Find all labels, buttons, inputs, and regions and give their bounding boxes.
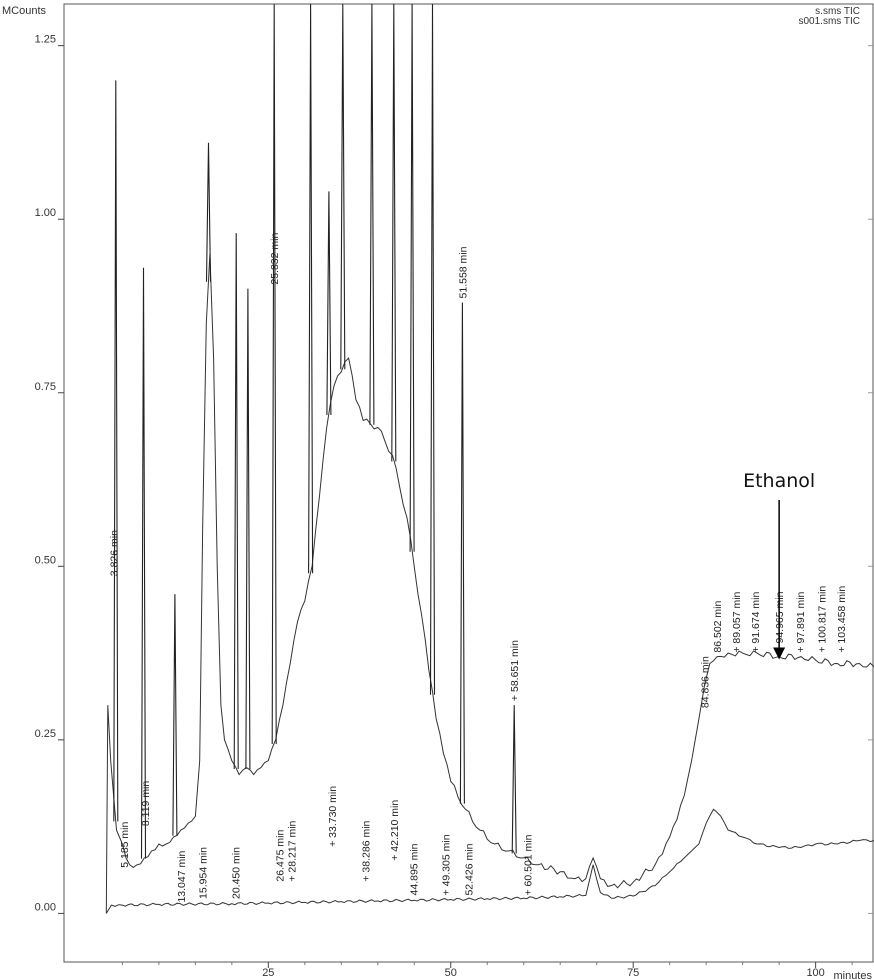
peak [391, 3, 397, 462]
peak [340, 3, 346, 370]
peak-time-label: + 58.651 min [509, 640, 521, 701]
peak [459, 302, 465, 804]
x-axis-label: minutes [833, 970, 872, 980]
peak-time-label: 52.426 min [463, 843, 475, 895]
plot-border [63, 3, 874, 963]
y-tick-label: 0.25 [35, 728, 56, 740]
plot-frame [63, 3, 874, 963]
peaks-layer [113, 3, 517, 859]
x-tick-label: 50 [445, 967, 457, 979]
peak-time-label: 3.826 min [109, 530, 121, 576]
annotations-layer: 3.826 min 5.185 min 8.119 min 13.047 min 15.… [109, 233, 849, 903]
peak-time-label: + 33.730 min [327, 786, 339, 847]
peak [369, 3, 375, 425]
y-tick-label: 0.50 [35, 554, 56, 566]
peak-time-label: 86.502 min [712, 600, 724, 652]
peak-time-label: 13.047 min [176, 850, 188, 902]
x-tick-label: 25 [262, 967, 274, 979]
y-tick-label: 0.00 [35, 901, 56, 913]
x-tick-label: 75 [627, 967, 639, 979]
peak-time-label: + 89.057 min [731, 591, 743, 652]
peak-time-label: + 28.217 min [287, 820, 299, 881]
peak-time-label: 25.832 min [269, 233, 281, 285]
y-axis-label: MCounts [2, 5, 47, 17]
callout-arrow-head [773, 647, 786, 660]
peak-time-label: + 97.891 min [795, 591, 807, 652]
peak-time-label: 44.895 min [409, 843, 421, 895]
peak [326, 191, 332, 416]
y-tick-label: 1.00 [35, 207, 56, 219]
series-line-2 [105, 808, 874, 914]
peak [409, 3, 415, 552]
peak-time-label: 26.475 min [274, 830, 286, 882]
peak-time-label: 5.185 min [119, 821, 131, 867]
y-tick-label: 1.25 [35, 34, 56, 46]
peak-time-label: 8.119 min [140, 781, 152, 826]
peak-time-label: + 38.286 min [360, 820, 372, 881]
x-tick-label: 100 [806, 967, 824, 979]
peak-time-label: + 60.501 min [522, 834, 534, 895]
callout-label: Ethanol [743, 470, 815, 492]
peak-time-label: + 49.305 min [441, 834, 453, 895]
peak [429, 3, 436, 695]
peak-time-label: 15.954 min [198, 847, 210, 899]
peak [308, 3, 314, 574]
peak [172, 594, 178, 836]
peak [233, 233, 239, 770]
legend-entry: s.sms TIC [815, 6, 860, 17]
peak-time-label: + 91.674 min [750, 591, 762, 652]
legend-entry: s001.sms TIC [799, 16, 861, 27]
ethanol-callout: Ethanol [743, 470, 815, 660]
peak-time-label: + 42.210 min [389, 800, 401, 861]
series-layer [105, 253, 874, 914]
peak-time-label: + 100.817 min [816, 586, 828, 653]
peak-time-label: 51.558 min [457, 246, 469, 298]
peak-time-label: + 94.965 min [774, 591, 786, 652]
peak-time-label: 20.450 min [230, 847, 242, 899]
y-tick-label: 0.75 [35, 381, 56, 393]
peak [205, 142, 212, 282]
peak [113, 80, 119, 822]
peak [511, 705, 517, 854]
peak-time-label: + 103.458 min [836, 586, 848, 653]
peak-time-label: 84.836 min [700, 656, 712, 708]
peak [245, 288, 251, 770]
peak [271, 3, 277, 745]
series-line-1 [105, 253, 874, 914]
axes: 0.00 0.25 0.50 0.75 1.00 1.25 25 50 75 100 MCounts… [2, 5, 874, 980]
peak [140, 267, 147, 859]
